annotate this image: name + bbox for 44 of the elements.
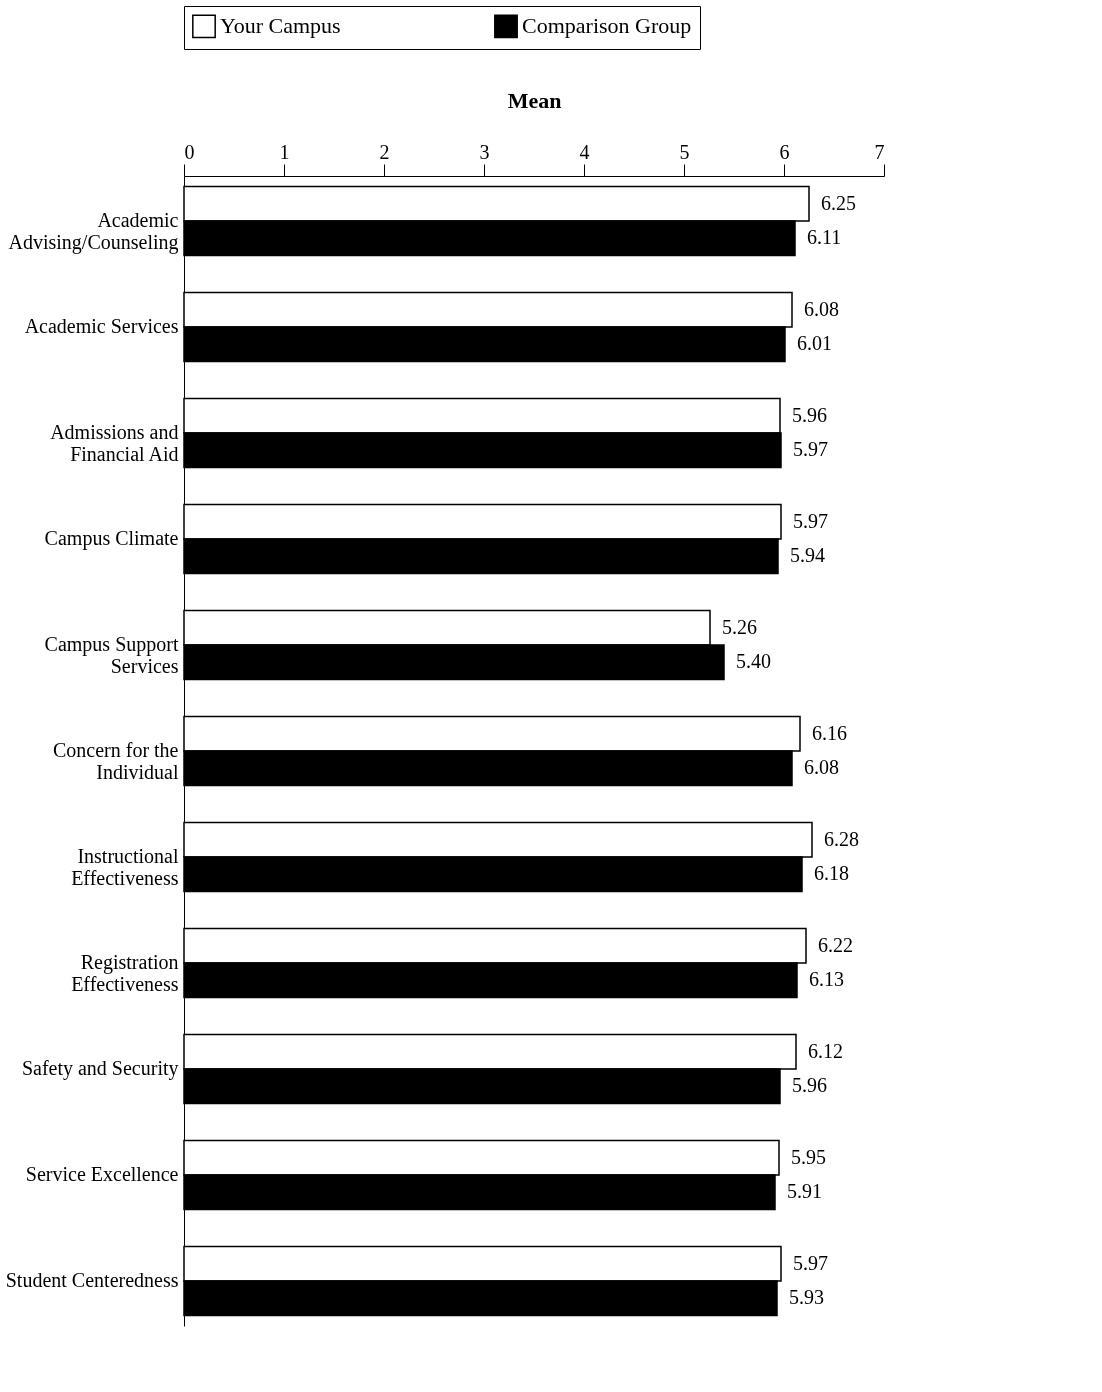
data-label: 5.94 xyxy=(790,544,825,567)
y-tick-label: Safety and Security xyxy=(21,1056,179,1080)
data-label: 6.16 xyxy=(812,721,847,744)
data-label: 6.28 xyxy=(824,827,859,850)
data-label: 5.91 xyxy=(787,1180,822,1203)
data-label: 6.25 xyxy=(821,191,856,214)
y-tick-label: Admissions and Financial Aid xyxy=(50,421,179,466)
y-tick-label: Student Centeredness xyxy=(5,1268,179,1291)
data-label: 5.26 xyxy=(722,615,757,638)
data-label: 5.96 xyxy=(792,403,827,426)
data-label: 5.97 xyxy=(793,438,828,461)
data-label: 6.08 xyxy=(804,756,839,779)
data-label: 5.40 xyxy=(736,650,771,673)
legend-label: Comparison Group xyxy=(522,13,692,39)
y-tick-label: Academic Advising/Counseling xyxy=(8,209,179,255)
y-tick-label: Academic Services xyxy=(24,315,179,338)
y-tick-label: Campus Climate xyxy=(44,527,179,551)
y-tick-label: Registration Effectiveness xyxy=(71,950,179,995)
data-label: 5.97 xyxy=(793,509,828,532)
x-tick-label: 1 xyxy=(279,140,290,163)
x-tick-label: 3 xyxy=(479,140,490,163)
data-label: 5.93 xyxy=(789,1286,824,1309)
x-tick-label: 4 xyxy=(579,140,590,163)
data-label: 6.12 xyxy=(808,1039,843,1062)
legend-label: Your Campus xyxy=(220,13,341,39)
y-tick-label: Concern for the Individual xyxy=(52,739,179,783)
x-tick-label: 7 xyxy=(874,140,885,163)
data-label: 6.11 xyxy=(807,226,842,249)
x-axis-title: Mean xyxy=(507,87,562,113)
data-label: 5.97 xyxy=(793,1251,828,1274)
y-tick-label: Service Excellence xyxy=(25,1162,179,1185)
y-tick-label: Instructional Effectiveness xyxy=(71,844,179,889)
x-tick-label: 2 xyxy=(379,140,390,163)
data-label: 5.95 xyxy=(791,1145,826,1168)
x-tick-label: 0 xyxy=(184,140,195,163)
data-label: 6.13 xyxy=(809,968,844,991)
data-label: 6.01 xyxy=(797,332,832,355)
y-tick-label: Campus Support Services xyxy=(44,633,179,678)
data-label: 6.08 xyxy=(804,297,839,320)
x-tick-label: 6 xyxy=(779,140,790,163)
data-label: 6.18 xyxy=(814,862,849,885)
data-label: 6.22 xyxy=(818,933,853,956)
x-tick-label: 5 xyxy=(679,140,690,163)
data-label: 5.96 xyxy=(792,1074,827,1097)
